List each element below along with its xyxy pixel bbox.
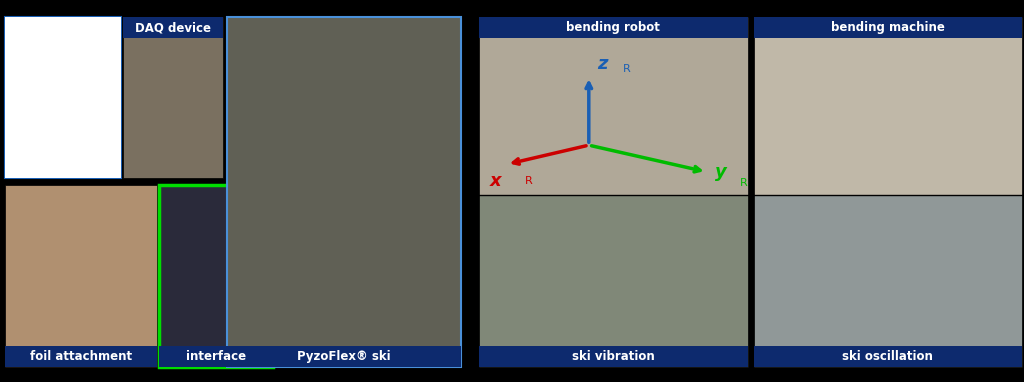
Text: bending machine: bending machine	[830, 21, 945, 34]
Text: x: x	[490, 172, 502, 190]
Bar	[5, 17, 121, 178]
Bar	[5, 346, 157, 367]
Text: ski oscillation: ski oscillation	[843, 350, 933, 363]
Text: DAQ device: DAQ device	[135, 21, 211, 34]
Bar	[479, 346, 748, 367]
Bar	[479, 195, 748, 367]
Bar	[123, 17, 223, 38]
Text: y: y	[715, 163, 726, 181]
Bar	[754, 17, 1022, 195]
Text: z: z	[597, 55, 607, 73]
Bar	[123, 17, 223, 178]
Text: PyzoFlex® ski: PyzoFlex® ski	[297, 350, 391, 363]
Bar	[5, 17, 121, 178]
Bar	[479, 17, 748, 195]
Bar	[227, 17, 461, 367]
Text: R: R	[740, 178, 749, 188]
Bar	[754, 195, 1022, 367]
Text: R: R	[623, 65, 631, 74]
Text: R: R	[525, 176, 534, 186]
Bar	[159, 346, 273, 367]
Bar	[159, 185, 273, 367]
Bar	[754, 346, 1022, 367]
Bar	[754, 17, 1022, 38]
Bar	[5, 185, 157, 367]
Bar	[227, 346, 461, 367]
Text: bending robot: bending robot	[566, 21, 660, 34]
Text: foil attachment: foil attachment	[30, 350, 132, 363]
Bar	[479, 17, 748, 38]
Text: ski vibration: ski vibration	[572, 350, 654, 363]
Text: interface: interface	[186, 350, 246, 363]
